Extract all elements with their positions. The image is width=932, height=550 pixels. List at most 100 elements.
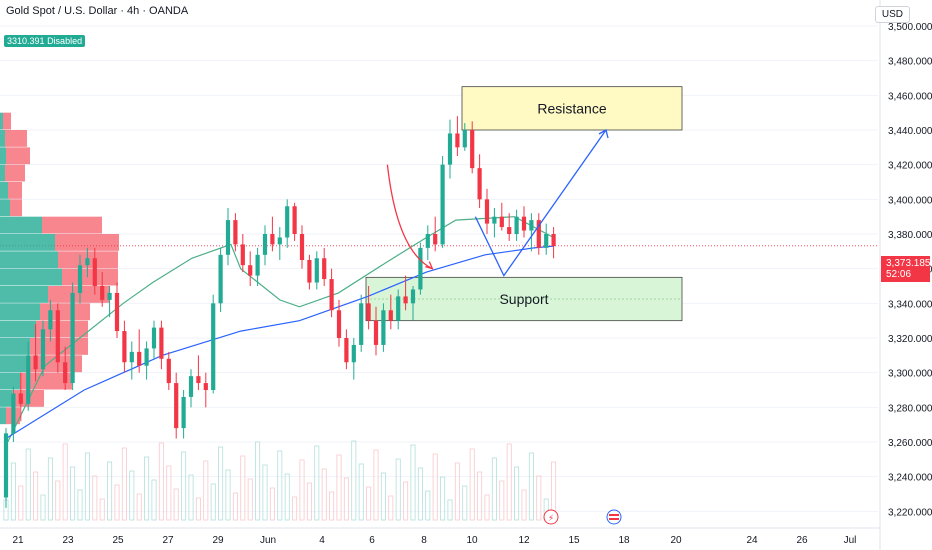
red-drop-arrow [386, 164, 433, 270]
y-tick-label: 3,220.000 [888, 507, 932, 518]
candle-body [344, 338, 349, 363]
volume-bar [432, 453, 438, 521]
candle-body [425, 234, 430, 248]
blue-reversal-arrow [474, 129, 607, 277]
volume-bar [203, 460, 209, 521]
profile-down-bar [42, 216, 102, 234]
grid-layer [0, 25, 878, 512]
volume-bar [366, 486, 372, 521]
y-tick-label: 3,300.000 [888, 369, 932, 380]
volume-bar [484, 494, 490, 521]
volume-bar [114, 484, 120, 521]
volume-bar [321, 468, 327, 521]
candle-body [299, 234, 305, 260]
volume-bar [491, 457, 497, 521]
candle-body [329, 279, 334, 311]
x-tick-label: 18 [618, 535, 630, 546]
volume-bar [55, 480, 61, 521]
indicator-pill[interactable]: 3310.391 Disabled [4, 35, 86, 47]
volume-bar [173, 488, 179, 521]
arrow-layer[interactable] [386, 129, 609, 277]
y-tick-label: 3,320.000 [888, 334, 932, 345]
profile-down-bar [10, 199, 22, 217]
candle-body [255, 254, 260, 276]
volume-bar [262, 464, 268, 521]
x-tick-label: Jun [260, 535, 276, 546]
volume-bar [18, 485, 24, 521]
candle-body [11, 393, 16, 434]
candle-body [359, 303, 364, 345]
volume-bar [107, 461, 113, 521]
y-tick-label: 3,260.000 [888, 438, 932, 449]
y-tick-label: 3,460.000 [888, 91, 932, 102]
profile-up-bar [0, 320, 36, 338]
profile-up-bar [0, 268, 62, 286]
volume-bar [166, 465, 172, 521]
y-tick-label: 3,380.000 [888, 230, 932, 241]
volume-bar [195, 497, 201, 521]
indicator-value: 3310.391 [7, 36, 45, 46]
x-tick-label: 23 [62, 535, 74, 546]
volume-bar [306, 482, 312, 521]
candle-body [410, 289, 416, 304]
y-tick-label: 3,400.000 [888, 195, 932, 206]
bar-countdown: 52:06 [886, 269, 912, 280]
candle-body [455, 133, 460, 148]
candle-body [462, 130, 467, 148]
candle-body [240, 244, 245, 266]
us-flag-stripe [609, 518, 619, 520]
volume-bar [440, 476, 446, 521]
x-tick-label: 24 [746, 535, 758, 546]
volume-bar [284, 473, 290, 521]
zone-layer[interactable]: Resistance Support [365, 86, 683, 322]
volume-bar [92, 475, 98, 521]
candle-body [529, 220, 534, 231]
profile-up-bar [0, 234, 55, 251]
volume-bar [373, 449, 379, 521]
currency-button[interactable]: USD [874, 6, 910, 23]
candle-body [396, 296, 401, 321]
resistance-label: Resistance [537, 100, 606, 116]
volume-bar [99, 498, 105, 521]
volume-bar [395, 458, 401, 521]
current-price: 3,373.185 [886, 258, 931, 269]
profile-up-bar [0, 355, 26, 373]
candle-body [336, 310, 342, 338]
volume-bar [425, 490, 431, 521]
candle-body [55, 310, 60, 363]
profile-up-bar [0, 390, 12, 407]
profile-down-bar [55, 234, 119, 251]
x-tick-label: 8 [421, 535, 427, 546]
candle-body [507, 227, 512, 234]
candle-body [166, 358, 171, 384]
candle-body [366, 303, 371, 321]
candle-body [151, 327, 157, 349]
resistance-zone[interactable] [461, 86, 683, 131]
volume-bar [521, 489, 527, 521]
candle-body [484, 199, 490, 224]
candle-body [26, 355, 31, 404]
candle-body [248, 265, 253, 276]
volume-bar [47, 457, 53, 521]
x-tick-label: 12 [518, 535, 530, 546]
candle-body [521, 216, 527, 231]
x-tick-label: 20 [670, 535, 682, 546]
volume-bar [417, 467, 423, 521]
candle-body [181, 396, 186, 429]
volume-bar [188, 474, 194, 521]
candle-body [381, 310, 386, 345]
profile-down-bar [40, 303, 90, 321]
candle-body [440, 164, 445, 245]
volume-bar [314, 445, 320, 521]
candle-body [137, 351, 142, 366]
candle-body [322, 258, 327, 280]
y-tick-label: 3,420.000 [888, 161, 932, 172]
indicator-status: Disabled [47, 36, 83, 46]
x-tick-label: 15 [568, 535, 580, 546]
profile-up-bar [0, 199, 10, 217]
x-tick-label: 21 [12, 535, 24, 546]
volume-bar [403, 481, 409, 521]
volume-bar [232, 492, 238, 521]
profile-down-bar [3, 112, 11, 130]
